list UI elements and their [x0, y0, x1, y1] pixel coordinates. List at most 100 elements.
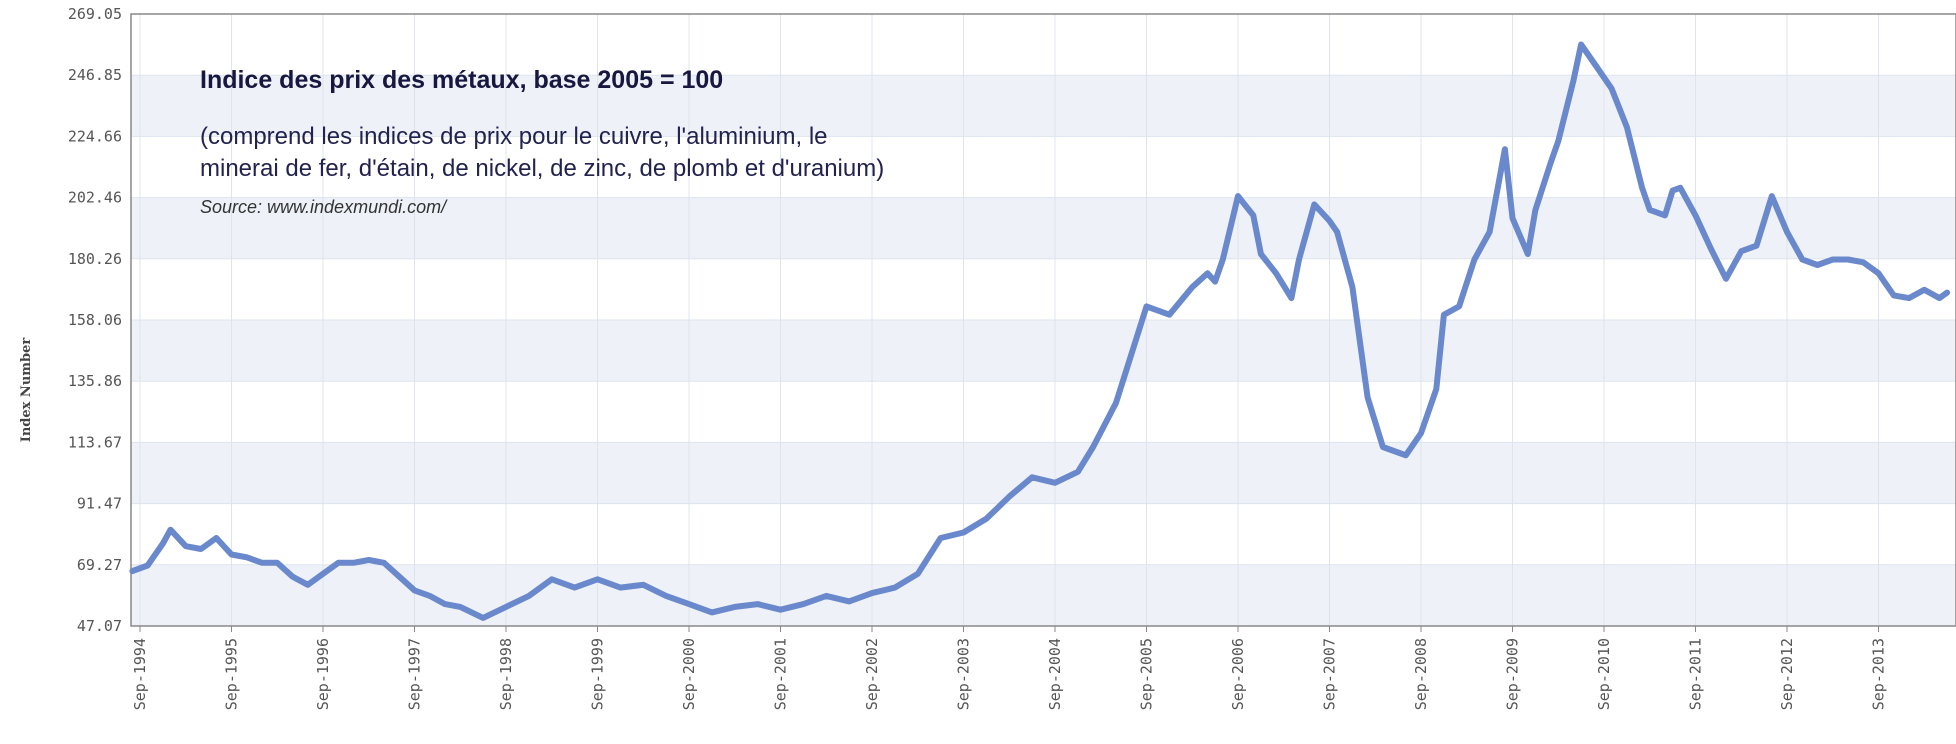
y-tick-label: 91.47 [77, 495, 122, 513]
data-point [710, 610, 714, 614]
series-group [129, 41, 1951, 621]
data-point [397, 575, 401, 579]
data-point [1404, 453, 1408, 457]
data-point [939, 536, 943, 540]
data-point [443, 602, 447, 606]
data-point [1236, 194, 1240, 198]
data-point [1671, 189, 1675, 193]
data-point [1816, 263, 1819, 267]
data-point [824, 594, 828, 598]
x-tick-label: Sep-2002 [863, 638, 881, 710]
data-point [1892, 293, 1896, 297]
data-point [1877, 271, 1880, 275]
data-point [230, 553, 233, 556]
y-tick-label: 47.07 [77, 617, 122, 635]
x-tick-label: Sep-1998 [497, 638, 515, 710]
x-tick-label: Sep-1994 [131, 638, 149, 710]
data-point [428, 594, 432, 598]
data-point [1167, 313, 1171, 317]
data-point [1076, 470, 1080, 474]
data-point [1381, 445, 1385, 449]
y-tick-label: 69.27 [77, 556, 122, 574]
plot-frame [130, 13, 1956, 627]
data-point [687, 602, 691, 606]
data-point [1396, 451, 1400, 454]
data-point [1511, 216, 1514, 220]
y-tick-label: 158.06 [68, 311, 122, 329]
data-point [1488, 230, 1492, 234]
data-point [1678, 186, 1682, 190]
data-point [1366, 395, 1370, 399]
data-point [184, 544, 188, 548]
data-point [1938, 296, 1941, 300]
data-point [1800, 258, 1804, 261]
data-point [1350, 285, 1354, 289]
data-point [291, 575, 294, 579]
x-axis: Sep-1994 Sep-1995 Sep-1996 Sep-1997 Sep-1998… [131, 626, 1888, 710]
x-tick-label: Sep-2010 [1595, 638, 1613, 710]
data-point [1907, 296, 1911, 300]
data-point [1297, 258, 1301, 261]
x-tick-label: Sep-2005 [1138, 638, 1156, 710]
y-tick-label: 269.05 [68, 5, 122, 23]
data-point [1213, 280, 1217, 284]
data-point [756, 602, 760, 606]
data-point [1610, 87, 1614, 91]
data-point [481, 616, 485, 620]
data-point [618, 586, 622, 590]
data-point [1328, 219, 1331, 223]
data-point [1785, 230, 1789, 234]
x-tick-label: Sep-2013 [1870, 638, 1888, 710]
data-point [1206, 271, 1209, 275]
data-point [1594, 65, 1598, 68]
data-point [1640, 186, 1644, 190]
x-tick-label: Sep-2011 [1687, 638, 1705, 710]
data-point [1030, 475, 1034, 479]
data-point [984, 517, 988, 521]
y-tick-label: 224.66 [68, 127, 122, 145]
data-point [779, 608, 782, 612]
y-tick-label: 202.46 [68, 189, 122, 207]
data-point [893, 586, 897, 590]
data-point [1694, 213, 1697, 217]
x-tick-label: Sep-2004 [1046, 638, 1064, 710]
data-point [1663, 213, 1667, 217]
x-tick-label: Sep-1999 [589, 638, 607, 710]
data-point [214, 536, 218, 540]
data-point [801, 602, 805, 606]
data-point [1289, 296, 1293, 300]
data-point [1419, 431, 1423, 435]
data-point [352, 561, 355, 565]
x-tick-label: Sep-2003 [955, 638, 973, 710]
data-point [458, 605, 462, 609]
data-point [260, 561, 264, 565]
data-point [382, 561, 386, 565]
data-point [1533, 208, 1537, 212]
data-point [1922, 288, 1926, 292]
data-point [1503, 147, 1507, 151]
data-point [962, 531, 965, 534]
y-tick-label: 246.85 [68, 66, 122, 84]
data-point [504, 605, 508, 609]
y-tick-label: 135.86 [68, 372, 122, 390]
chart-title: Indice des prix des métaux, base 2005 = … [200, 66, 724, 94]
data-point [161, 542, 165, 545]
data-point [199, 547, 203, 551]
x-tick-label: Sep-2001 [772, 638, 790, 710]
data-point [1434, 387, 1438, 391]
x-tick-label: Sep-1996 [314, 638, 332, 710]
data-point [321, 572, 325, 576]
data-point [1274, 271, 1278, 275]
data-point [1572, 78, 1575, 82]
data-point [870, 591, 874, 595]
data-point [336, 561, 340, 565]
data-point [1739, 249, 1743, 253]
data-point [1861, 260, 1865, 264]
x-tick-label: Sep-1997 [406, 638, 424, 710]
data-point [733, 605, 737, 609]
x-tick-label: Sep-2006 [1229, 638, 1247, 710]
data-point [1007, 495, 1011, 499]
y-tick-label: 180.26 [68, 250, 122, 268]
data-point [169, 528, 172, 532]
grid-band [131, 75, 1956, 137]
